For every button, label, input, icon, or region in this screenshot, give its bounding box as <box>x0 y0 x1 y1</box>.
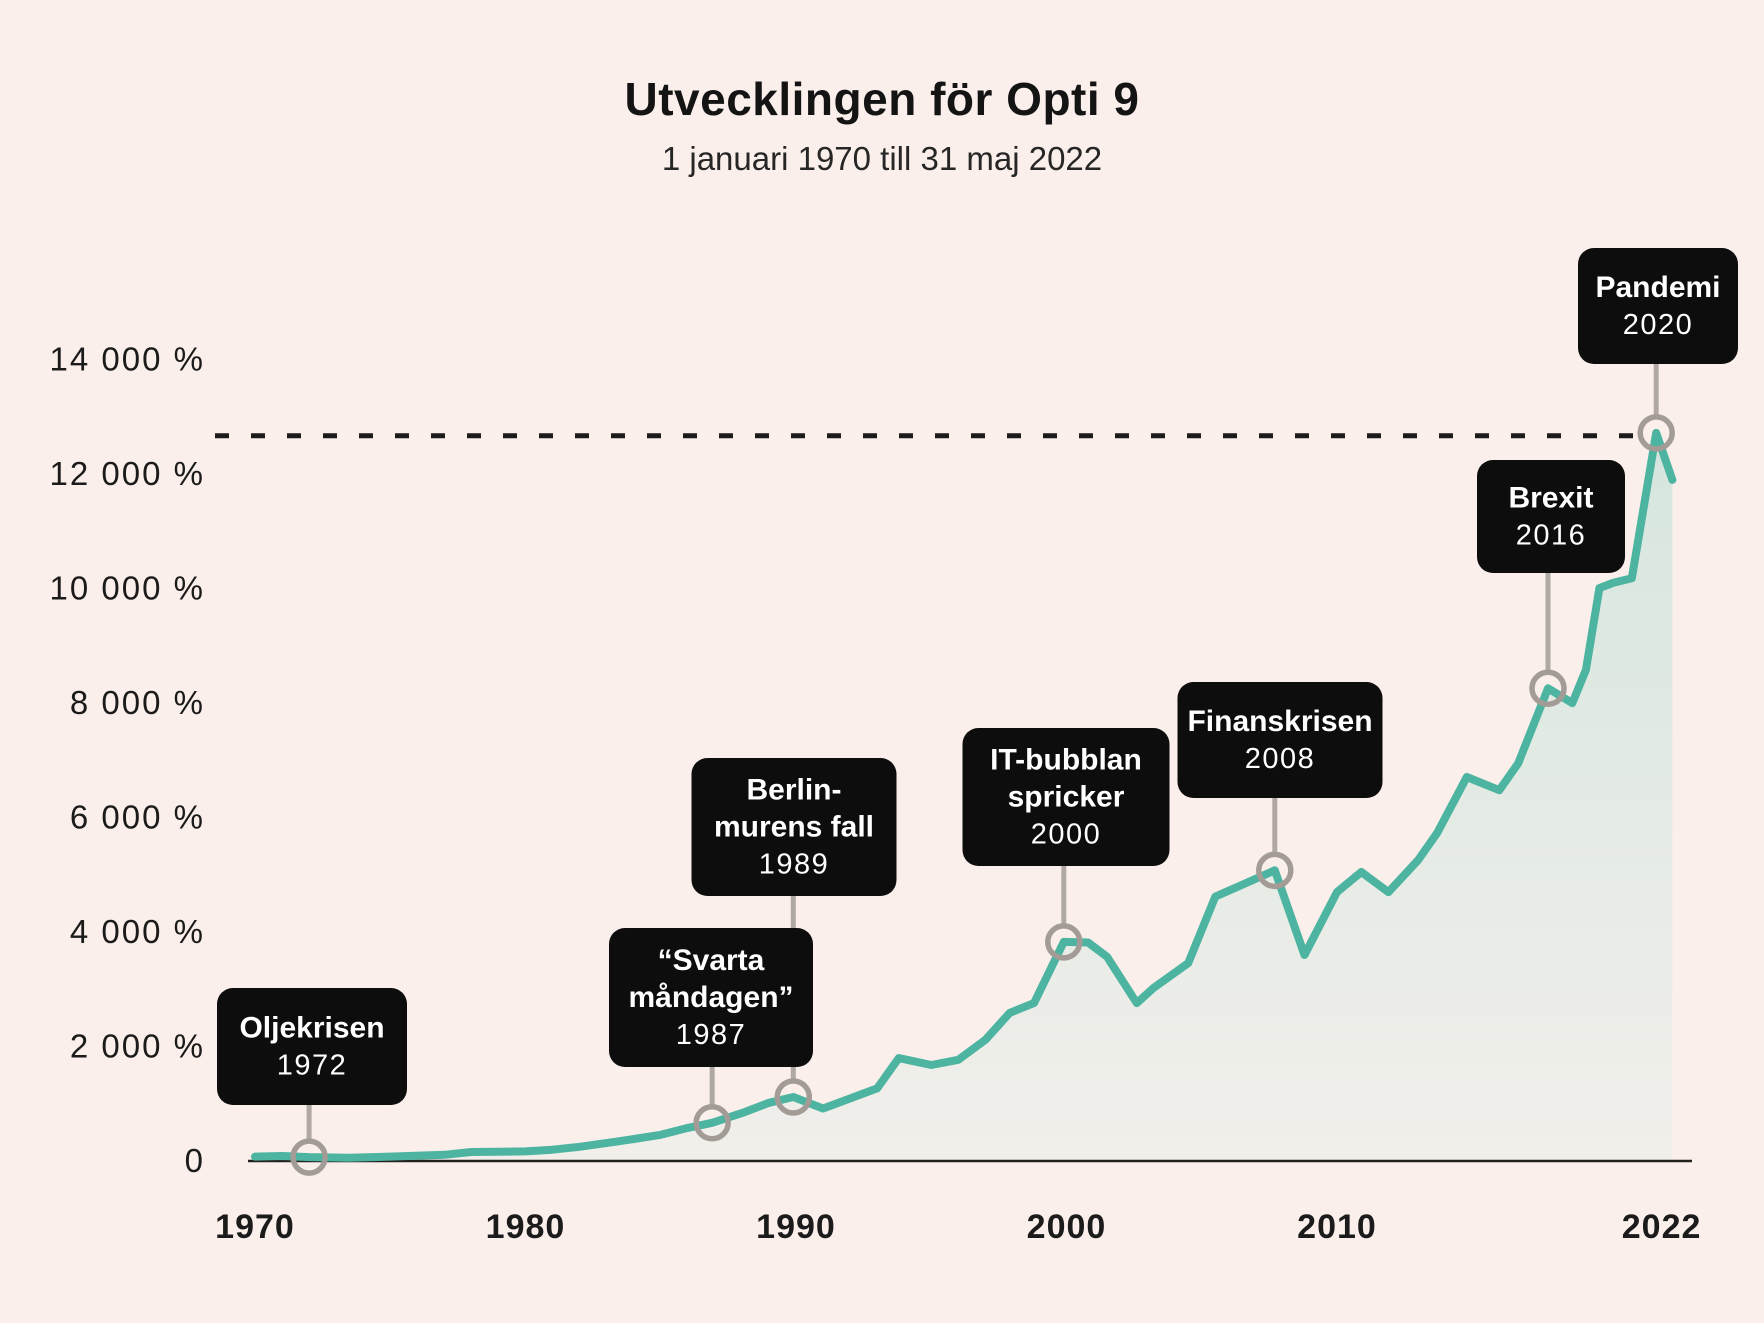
event-callout-berlin-murens-fall: Berlin-murens fall 1989 <box>691 758 897 896</box>
event-callout-svarta-mandagen: “Svarta måndagen” 1987 <box>609 928 813 1067</box>
series-line <box>251 428 1677 1162</box>
event-callout-it-bubblan: IT-bubblan spricker 2000 <box>962 728 1170 866</box>
event-callout-brexit: Brexit 2016 <box>1477 460 1625 573</box>
event-year: 1989 <box>759 849 830 881</box>
event-callout-box <box>217 988 407 1105</box>
event-callout-box <box>1477 460 1625 573</box>
x-tick-label: 2000 <box>1027 1208 1107 1246</box>
page-subtitle: 1 januari 1970 till 31 maj 2022 <box>661 140 1103 177</box>
event-callout-oljekrisen: Oljekrisen 1972 <box>217 988 407 1105</box>
event-marker-brexit <box>1529 669 1567 708</box>
event-marker-finanskrisen <box>1256 851 1294 890</box>
event-marker-pandemi <box>1637 414 1675 452</box>
event-marker-svarta-mandagen <box>693 1104 731 1142</box>
y-tick-label: 2 000 % <box>70 1028 205 1065</box>
event-year: 2016 <box>1516 520 1587 552</box>
y-tick-label: 14 000 % <box>50 341 205 378</box>
y-tick-label: 12 000 % <box>50 455 205 492</box>
event-callout-box <box>691 758 897 896</box>
page-title: Utvecklingen för Opti 9 <box>624 73 1140 125</box>
event-label: Finanskrisen <box>1187 705 1372 738</box>
event-label: murens fall <box>714 811 874 844</box>
event-label: måndagen” <box>628 981 793 1014</box>
event-callout-box <box>1177 682 1383 798</box>
event-label: spricker <box>1008 781 1125 814</box>
y-tick-label: 4 000 % <box>70 913 205 950</box>
x-tick-label: 1990 <box>756 1208 836 1246</box>
series-area <box>255 432 1673 1160</box>
event-marker-it-bubblan <box>1045 923 1083 961</box>
event-callout-finanskrisen: Finanskrisen 2008 <box>1177 682 1383 798</box>
event-label: “Svarta <box>658 944 765 977</box>
event-callout-pandemi: Pandemi 2020 <box>1578 248 1738 364</box>
event-year: 1972 <box>277 1050 348 1082</box>
event-label: Pandemi <box>1595 271 1720 304</box>
event-marker-berlin-murens-fall <box>774 1078 813 1116</box>
event-label: Berlin- <box>746 774 841 807</box>
y-tick-label: 6 000 % <box>70 799 205 836</box>
event-year: 2020 <box>1623 309 1694 341</box>
x-tick-label: 1980 <box>486 1208 566 1246</box>
event-callout-box <box>962 728 1170 866</box>
event-year: 2000 <box>1031 819 1102 851</box>
x-tick-label: 2022 <box>1622 1208 1702 1246</box>
event-label: IT-bubblan <box>990 744 1142 777</box>
x-tick-label: 2010 <box>1297 1208 1377 1246</box>
y-tick-label: 0 <box>185 1142 205 1179</box>
x-tick-label: 1970 <box>215 1208 295 1246</box>
event-marker-oljekrisen <box>290 1138 328 1176</box>
event-callout-box <box>609 928 813 1067</box>
event-callout-box <box>1578 248 1738 364</box>
event-label: Brexit <box>1508 482 1593 515</box>
y-tick-label: 10 000 % <box>50 570 205 607</box>
y-tick-label: 8 000 % <box>70 684 205 721</box>
event-label: Oljekrisen <box>239 1012 384 1045</box>
event-year: 1987 <box>676 1019 747 1051</box>
event-year: 2008 <box>1245 743 1316 775</box>
